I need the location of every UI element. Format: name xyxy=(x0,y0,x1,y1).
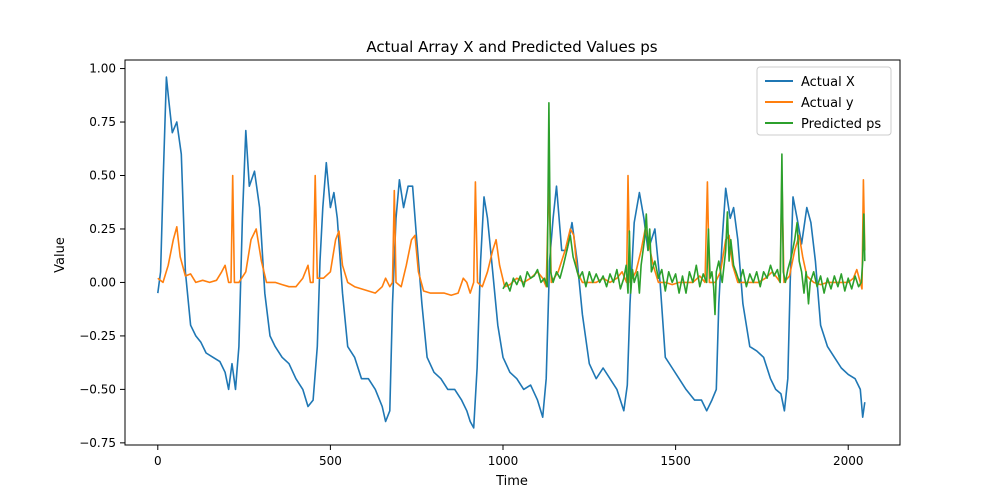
legend: Actual X Actual y Predicted ps xyxy=(756,66,892,136)
chart-title: Actual Array X and Predicted Values ps xyxy=(366,38,657,56)
x-tick-label: 0 xyxy=(154,454,162,468)
x-axis: 0 500 1000 1500 2000 xyxy=(154,445,864,468)
series-line-0 xyxy=(157,76,866,429)
y-tick-label: 0.50 xyxy=(89,169,116,183)
x-axis-label: Time xyxy=(495,474,528,489)
legend-box xyxy=(756,66,892,136)
x-tick-label: 1500 xyxy=(660,454,691,468)
plot-frame xyxy=(124,59,901,446)
y-axis: −0.75 −0.50 −0.25 0.00 0.25 0.50 0.75 1.00 xyxy=(79,62,125,450)
y-tick-label: −0.75 xyxy=(79,436,116,450)
legend-label-0: Actual X xyxy=(801,75,855,90)
y-tick-label: 0.25 xyxy=(89,222,116,236)
y-axis-label: Value xyxy=(53,237,68,273)
series-line-2 xyxy=(502,102,866,316)
y-tick-label: 0.00 xyxy=(89,275,116,289)
y-tick-label: −0.50 xyxy=(79,382,116,396)
x-tick-label: 2000 xyxy=(833,454,864,468)
y-tick-label: −0.25 xyxy=(79,329,116,343)
plot-area xyxy=(157,76,866,429)
y-tick-label: 0.75 xyxy=(89,115,116,129)
y-tick-label: 1.00 xyxy=(89,62,116,76)
x-tick-label: 1000 xyxy=(488,454,519,468)
legend-label-2: Predicted ps xyxy=(801,117,881,132)
legend-label-1: Actual y xyxy=(801,96,854,111)
x-tick-label: 500 xyxy=(319,454,342,468)
